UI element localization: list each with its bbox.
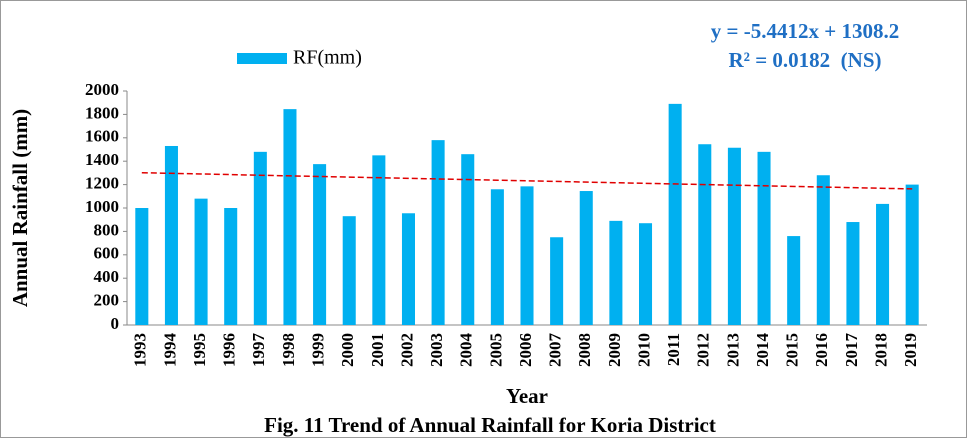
legend-swatch (237, 53, 287, 64)
bar (876, 203, 890, 325)
y-tick-label: 1000 (85, 197, 119, 216)
bar (757, 151, 771, 325)
bar (787, 236, 801, 325)
legend-label: RF(mm) (293, 47, 362, 69)
x-tick-label: 1997 (249, 333, 268, 368)
x-tick-label: 1993 (131, 333, 150, 367)
bar (194, 198, 208, 325)
y-tick-label: 2000 (85, 80, 119, 99)
x-axis-label: Year (506, 384, 548, 408)
y-tick-label: 1800 (85, 103, 119, 122)
bar (905, 184, 919, 325)
x-tick-label: 2000 (338, 333, 357, 367)
x-tick-label: 2004 (457, 333, 476, 368)
bar (253, 151, 267, 325)
y-tick-label: 1200 (85, 174, 119, 193)
x-tick-label: 2001 (368, 333, 387, 367)
x-tick-label: 2009 (605, 333, 624, 367)
y-tick-label: 1400 (85, 150, 119, 169)
y-axis-label: Annual Rainfall (mm) (8, 109, 32, 307)
bar (313, 164, 327, 325)
bar (372, 155, 386, 325)
annotation: R² = 0.0182 (NS) (728, 48, 881, 72)
x-tick-label: 2015 (783, 333, 802, 367)
bar (431, 140, 445, 325)
bar (698, 144, 712, 325)
x-tick-label: 1999 (308, 333, 327, 367)
y-tick-label: 600 (94, 244, 120, 263)
bar (550, 237, 564, 325)
x-tick-label: 1996 (220, 333, 239, 367)
y-tick-label: 800 (94, 220, 120, 239)
x-tick-label: 2014 (753, 333, 772, 368)
bar (579, 191, 593, 325)
x-tick-label: 2003 (427, 333, 446, 367)
bar (164, 145, 178, 325)
x-tick-label: 2007 (546, 333, 565, 368)
x-tick-label: 2002 (397, 333, 416, 367)
x-tick-label: 2019 (901, 333, 920, 367)
y-tick-label: 400 (94, 267, 120, 286)
x-tick-label: 2013 (723, 333, 742, 367)
x-tick-label: 1995 (190, 333, 209, 367)
x-tick-label: 2005 (486, 333, 505, 367)
x-tick-label: 1998 (279, 333, 298, 367)
bar (401, 213, 415, 325)
x-tick-label: 1994 (160, 333, 179, 368)
bar (135, 208, 149, 325)
bar (224, 208, 238, 325)
bar (846, 222, 860, 325)
x-tick-label: 2017 (842, 333, 861, 368)
bar (342, 216, 356, 325)
y-tick-label: 1600 (85, 127, 119, 146)
y-tick-label: 0 (111, 314, 120, 333)
x-tick-label: 2006 (516, 333, 535, 367)
y-tick-label: 200 (94, 291, 120, 310)
bar (609, 220, 623, 325)
bar (461, 154, 475, 325)
bar (490, 189, 504, 325)
bar (816, 175, 830, 325)
x-tick-label: 2010 (634, 333, 653, 367)
trend-line (141, 171, 913, 190)
bar (283, 109, 297, 325)
x-tick-label: 2018 (871, 333, 890, 367)
x-tick-label: 2011 (664, 333, 683, 366)
chart-title: Fig. 11 Trend of Annual Rainfall for Kor… (264, 413, 716, 437)
bar (668, 103, 682, 326)
x-tick-label: 2012 (694, 333, 713, 367)
annotation: y = -5.4412x + 1308.2 (711, 19, 899, 43)
bar (727, 147, 741, 325)
bar (639, 223, 653, 325)
x-tick-label: 2016 (812, 333, 831, 367)
bar (520, 186, 534, 325)
x-tick-label: 2008 (575, 333, 594, 367)
